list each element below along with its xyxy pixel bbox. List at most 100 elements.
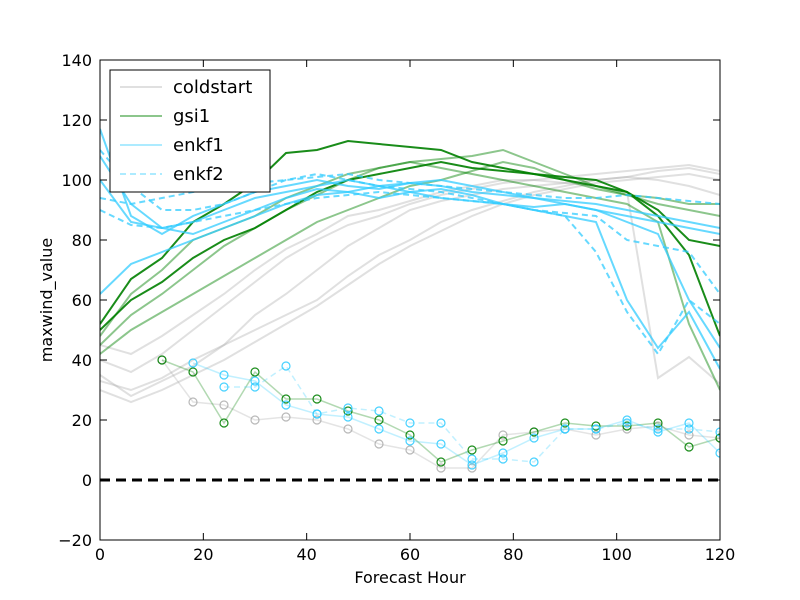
data-point-enkf1-3 xyxy=(250,376,260,386)
data-point-coldstart-4 xyxy=(250,415,260,425)
data-point-enkf2-8 xyxy=(436,418,446,428)
data-point-gsi1-10 xyxy=(436,457,446,467)
markers-enkf2 xyxy=(219,361,720,467)
x-tick-label: 80 xyxy=(503,545,523,564)
data-point-coldstart-18 xyxy=(684,430,694,440)
y-tick-label: 20 xyxy=(72,411,92,430)
legend: coldstart gsi1 enkf1 enkf2 xyxy=(109,69,271,193)
data-point-enkf2-15 xyxy=(653,424,663,434)
x-tick-label: 0 xyxy=(95,545,105,564)
data-point-enkf2-16 xyxy=(684,424,694,434)
data-point-coldstart-5 xyxy=(281,412,291,422)
series-line-enkf1-4 xyxy=(100,178,720,349)
data-point-gsi1-5 xyxy=(281,394,291,404)
y-tick-label: 120 xyxy=(61,111,92,130)
data-point-enkf2-9 xyxy=(467,454,477,464)
marker-trend-enkf2 xyxy=(224,364,720,463)
data-point-enkf2-12 xyxy=(560,424,570,434)
legend-label-enkf2: enkf2 xyxy=(173,164,224,185)
y-tick-label: 140 xyxy=(61,51,92,70)
marker-trend-coldstart xyxy=(161,359,720,469)
data-point-coldstart-17 xyxy=(653,421,663,431)
marker-trend-gsi1 xyxy=(161,359,720,463)
data-point-enkf2-17 xyxy=(715,427,720,437)
series-line-gsi1-3 xyxy=(100,148,720,346)
markers-enkf1 xyxy=(188,358,720,470)
legend-label-coldstart: coldstart xyxy=(173,77,252,98)
data-point-enkf2-5 xyxy=(343,403,353,413)
y-tick-label: 40 xyxy=(72,351,92,370)
data-point-gsi1-2 xyxy=(188,367,198,377)
data-point-gsi1-3 xyxy=(219,418,229,428)
data-point-coldstart-11 xyxy=(467,463,477,473)
data-point-gsi1-17 xyxy=(653,418,663,428)
data-point-enkf2-10 xyxy=(498,454,508,464)
x-tick-label: 40 xyxy=(296,545,316,564)
data-point-enkf1-15 xyxy=(622,415,632,425)
data-point-enkf1-7 xyxy=(374,424,384,434)
data-point-gsi1-7 xyxy=(343,406,353,416)
x-axis-title: Forecast Hour xyxy=(354,568,466,587)
data-point-gsi1-15 xyxy=(591,421,601,431)
legend-box xyxy=(109,69,271,193)
data-point-enkf1-16 xyxy=(653,427,663,437)
data-point-enkf2-6 xyxy=(374,406,384,416)
series-line-coldstart-5 xyxy=(100,166,720,392)
data-point-gsi1-4 xyxy=(250,367,260,377)
legend-label-enkf1: enkf1 xyxy=(173,135,224,156)
data-point-enkf2-7 xyxy=(405,418,415,428)
data-point-gsi1-1 xyxy=(157,355,167,365)
y-axis-ticks: −20 0 20 40 60 80 100 120 140 xyxy=(58,51,720,550)
data-point-coldstart-8 xyxy=(374,439,384,449)
data-point-enkf2-3 xyxy=(281,361,291,371)
data-point-enkf1-11 xyxy=(498,448,508,458)
data-point-enkf1-2 xyxy=(219,370,229,380)
y-tick-label: 80 xyxy=(72,231,92,250)
y-tick-label: 100 xyxy=(61,171,92,190)
data-point-enkf1-6 xyxy=(343,412,353,422)
legend-label-gsi1: gsi1 xyxy=(173,106,210,127)
y-tick-label: −20 xyxy=(58,531,92,550)
data-point-enkf2-2 xyxy=(250,382,260,392)
data-point-enkf1-4 xyxy=(281,400,291,410)
data-point-enkf1-17 xyxy=(684,418,694,428)
data-point-enkf1-12 xyxy=(529,433,539,443)
data-point-gsi1-12 xyxy=(498,436,508,446)
data-point-coldstart-15 xyxy=(591,430,601,440)
x-tick-label: 120 xyxy=(705,545,736,564)
data-point-enkf1-1 xyxy=(188,358,198,368)
series-layer xyxy=(100,128,720,404)
data-point-enkf2-14 xyxy=(622,418,632,428)
y-axis-title: maxwind_value xyxy=(37,238,57,362)
data-point-gsi1-19 xyxy=(715,433,720,443)
data-point-enkf1-10 xyxy=(467,460,477,470)
data-point-coldstart-6 xyxy=(312,415,322,425)
y-tick-label: 60 xyxy=(72,291,92,310)
data-point-enkf1-8 xyxy=(405,436,415,446)
data-point-gsi1-18 xyxy=(684,442,694,452)
data-point-gsi1-8 xyxy=(374,415,384,425)
x-axis-ticks: 0 20 40 60 80 100 120 xyxy=(95,60,735,564)
data-point-coldstart-3 xyxy=(219,400,229,410)
data-point-enkf2-4 xyxy=(312,409,322,419)
data-point-gsi1-9 xyxy=(405,430,415,440)
data-point-coldstart-7 xyxy=(343,424,353,434)
series-line-gsi1-2 xyxy=(100,160,720,331)
marker-layer xyxy=(157,355,720,473)
series-line-coldstart-3 xyxy=(100,172,720,404)
data-point-enkf1-18 xyxy=(715,448,720,458)
marker-trend-enkf1 xyxy=(192,362,720,466)
x-tick-label: 100 xyxy=(601,545,632,564)
series-line-gsi1-1 xyxy=(100,139,720,337)
data-point-gsi1-14 xyxy=(560,418,570,428)
y-tick-label: 0 xyxy=(82,471,92,490)
data-point-coldstart-9 xyxy=(405,445,415,455)
markers-gsi1 xyxy=(157,355,720,467)
data-point-gsi1-11 xyxy=(467,445,477,455)
data-point-coldstart-10 xyxy=(436,463,446,473)
series-gsi1 xyxy=(100,139,720,391)
data-point-enkf1-9 xyxy=(436,439,446,449)
data-point-coldstart-12 xyxy=(498,430,508,440)
data-point-enkf2-1 xyxy=(219,382,229,392)
data-point-gsi1-16 xyxy=(622,421,632,431)
